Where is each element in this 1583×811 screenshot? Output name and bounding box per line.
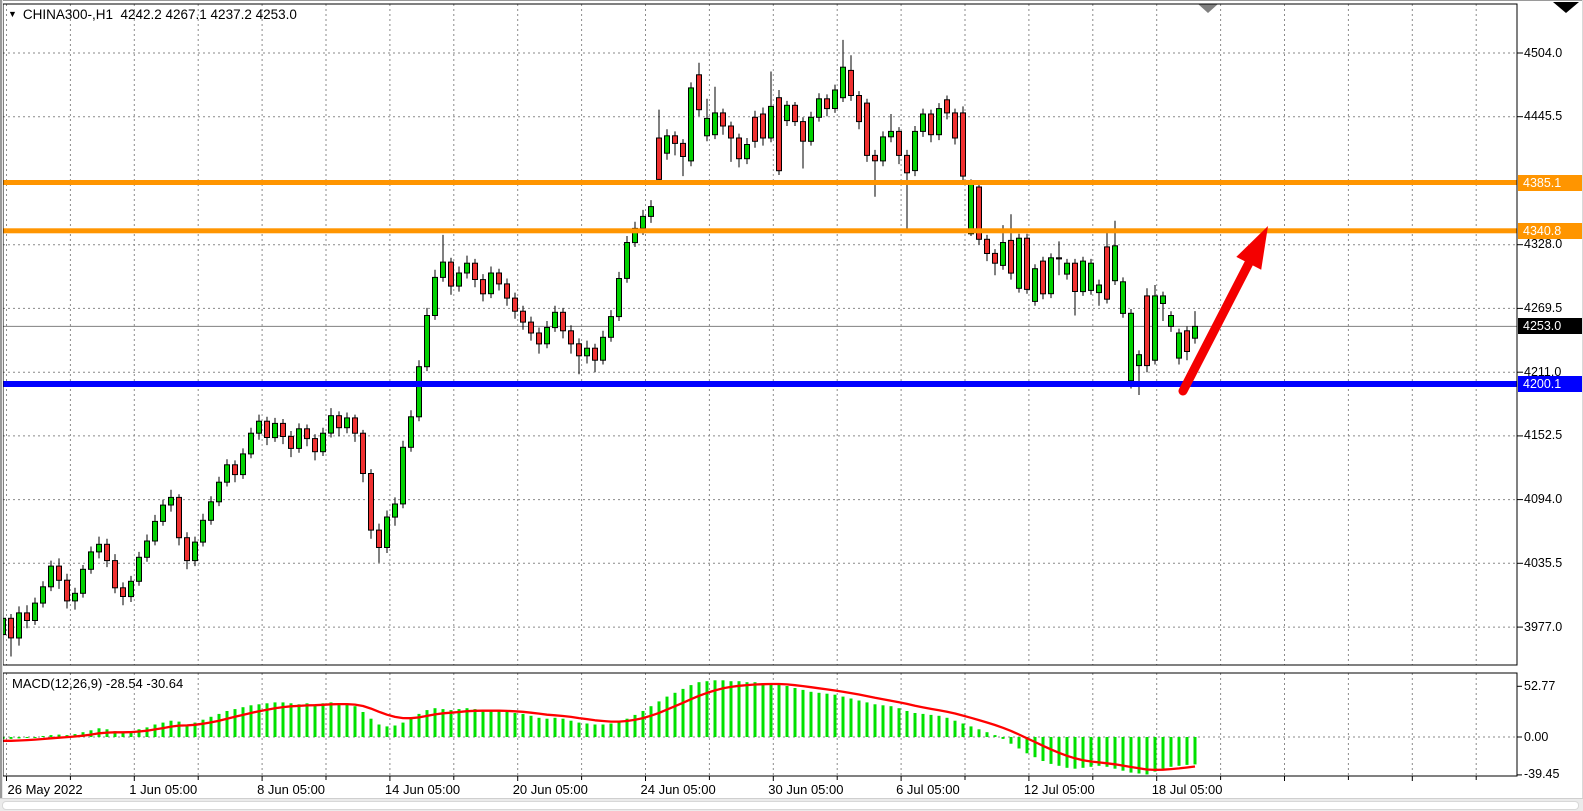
time-tick-label: 30 Jun 05:00 <box>768 782 844 797</box>
macd-tick-label: 52.77 <box>1524 678 1556 693</box>
ohlc-values: 4242.2 4267.1 4237.2 4253.0 <box>120 7 297 22</box>
horizontal-scrollbar[interactable] <box>0 798 1583 811</box>
level-line-resistance-upper[interactable] <box>3 180 1517 185</box>
time-tick-label: 12 Jul 05:00 <box>1023 782 1095 797</box>
time-tick-label: 24 Jun 05:00 <box>640 782 716 797</box>
chart-shift-marker-icon <box>1198 4 1218 13</box>
macd-tick-label: 0.00 <box>1524 729 1549 744</box>
symbol-period-label: CHINA300-,H1 <box>22 7 113 22</box>
price-level-label-orange: 4340.8 <box>1518 222 1582 239</box>
time-tick-label: 26 May 2022 <box>7 782 83 797</box>
price-tick-label: 4211.0 <box>1524 364 1562 379</box>
macd-tick-label: -39.45 <box>1524 767 1560 782</box>
price-tick-label: 4445.5 <box>1524 109 1563 124</box>
macd-panel-border <box>2 672 1518 777</box>
window-border-top <box>0 0 1583 1</box>
trend-arrow[interactable] <box>1178 226 1268 396</box>
panel-divider[interactable] <box>0 666 1583 672</box>
scrollbar-thumb[interactable] <box>2 801 1579 810</box>
price-tick-label: 4328.0 <box>1524 237 1563 252</box>
price-tick-label: 4504.0 <box>1524 45 1563 60</box>
level-line-resistance-lower[interactable] <box>3 228 1517 234</box>
level-line-support[interactable] <box>3 381 1517 387</box>
main-chart-border <box>2 3 1518 666</box>
time-tick-label: 20 Jun 05:00 <box>512 782 588 797</box>
price-tick-label: 4035.5 <box>1524 555 1563 570</box>
price-tick-label: 4152.5 <box>1524 428 1563 443</box>
price-level-label-black: 4253.0 <box>1518 318 1582 335</box>
chart-title: ▼ CHINA300-,H1 4242.2 4267.1 4237.2 4253.… <box>8 7 297 22</box>
price-tick-label: 3977.0 <box>1524 619 1563 634</box>
price-tick-label: 4094.0 <box>1524 492 1563 507</box>
macd-signal-line <box>3 682 1196 772</box>
time-tick-label: 14 Jun 05:00 <box>384 782 461 797</box>
corner-triangle-icon <box>1553 2 1579 13</box>
time-tick-label: 1 Jun 05:00 <box>129 782 198 797</box>
symbol-dropdown-icon[interactable]: ▼ <box>8 9 17 19</box>
price-level-label-orange: 4385.1 <box>1518 174 1582 191</box>
time-tick-label: 6 Jul 05:00 <box>896 782 960 797</box>
price-tick-label: 4269.5 <box>1524 300 1563 315</box>
macd-histogram <box>1 680 1197 775</box>
candles <box>0 39 1198 657</box>
window-border-left <box>0 0 3 800</box>
macd-indicator-label: MACD(12,26,9) -28.54 -30.64 <box>12 676 184 691</box>
time-tick-label: 18 Jul 05:00 <box>1151 782 1223 797</box>
price-level-label-blue: 4200.1 <box>1518 376 1582 393</box>
time-tick-label: 8 Jun 05:00 <box>257 782 326 797</box>
